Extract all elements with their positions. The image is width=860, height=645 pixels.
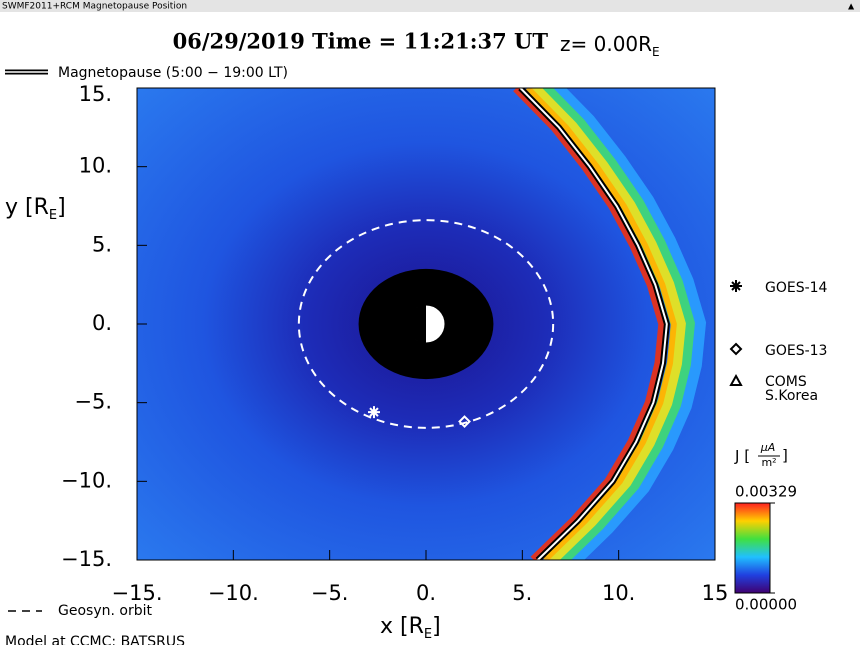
marker-diamond bbox=[729, 342, 743, 356]
colorbar-unit-num: μA bbox=[760, 441, 776, 454]
z-label: z= 0.00RE bbox=[560, 32, 660, 59]
x-tick-label: 15 bbox=[702, 581, 729, 605]
y-axis-label-part: y [R bbox=[5, 195, 49, 220]
x-tick-label: −15. bbox=[112, 581, 163, 605]
y-axis-label-part: E bbox=[49, 208, 57, 223]
legend-label: GOES-13 bbox=[765, 343, 827, 359]
y-tick-label: −10. bbox=[61, 468, 112, 492]
y-axis-label: y [RE] bbox=[5, 195, 66, 223]
x-tick-label: 10. bbox=[602, 581, 635, 605]
colorbar-label-part: J [ bbox=[734, 447, 750, 465]
z-label-part: E bbox=[652, 45, 660, 59]
x-axis-label-part: E bbox=[424, 627, 432, 642]
y-tick-label: −15. bbox=[61, 547, 112, 571]
field bbox=[137, 88, 715, 560]
geosyn-orbit bbox=[297, 219, 555, 429]
y-axis-label-part: ] bbox=[57, 195, 66, 220]
x-tick-label: −10. bbox=[208, 581, 259, 605]
title-bar bbox=[0, 0, 860, 12]
window-title: SWMF2011+RCM Magnetopause Position bbox=[2, 2, 187, 12]
legend-label: Magnetopause (5:00 − 19:00 LT) bbox=[58, 65, 288, 81]
y-tick-label: 10. bbox=[79, 154, 112, 178]
colorbar-tick-label: 0.00329 bbox=[735, 483, 797, 501]
current-band bbox=[527, 88, 686, 560]
current-band bbox=[525, 88, 677, 560]
legend-label: GOES-14 bbox=[765, 280, 828, 296]
y-tick-label: −5. bbox=[74, 390, 112, 414]
y-tick-label: 5. bbox=[92, 232, 112, 256]
colorbar-tick-label: 0.00000 bbox=[735, 596, 797, 614]
marker-asterisk bbox=[367, 406, 380, 419]
earth-night bbox=[407, 305, 426, 343]
x-axis-label-part: ] bbox=[432, 614, 441, 639]
marker-asterisk bbox=[730, 280, 742, 292]
colorbar-label-end: ] bbox=[782, 447, 788, 465]
x-axis-label-part: x [R bbox=[380, 614, 424, 639]
marker-triangle bbox=[729, 373, 743, 386]
legend-label: COMS bbox=[765, 374, 807, 390]
colorbar-unit-den: m² bbox=[761, 456, 776, 469]
colorbar bbox=[734, 502, 771, 594]
legend-label: Geosyn. orbit bbox=[58, 603, 152, 619]
legend-label: S.Korea bbox=[765, 388, 818, 404]
x-tick-label: −5. bbox=[311, 581, 349, 605]
y-tick-label: 15. bbox=[79, 82, 112, 106]
z-label-part: z= 0.00R bbox=[560, 32, 652, 56]
chart-title: 06/29/2019 Time = 11:21:37 UT bbox=[173, 29, 549, 54]
current-band bbox=[513, 88, 668, 560]
marker-diamond bbox=[458, 415, 471, 428]
x-tick-label: 5. bbox=[512, 581, 532, 605]
y-tick-label: 0. bbox=[92, 311, 112, 335]
colorbar-label: J [ bbox=[734, 447, 750, 465]
scroll-arrow[interactable]: ▲ bbox=[848, 2, 855, 11]
x-axis-label: x [RE] bbox=[380, 614, 441, 642]
x-tick-label: 0. bbox=[416, 581, 436, 605]
magnetopause bbox=[519, 88, 668, 560]
footer: Model at CCMC: BATSRUS bbox=[5, 634, 185, 645]
